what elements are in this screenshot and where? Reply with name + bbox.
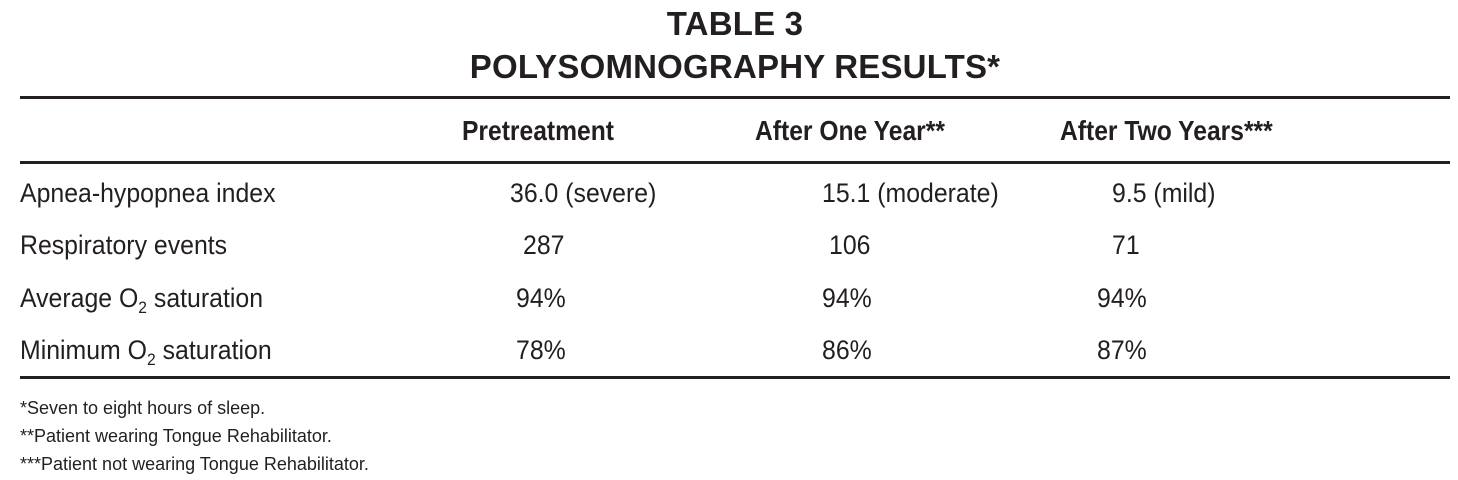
footnote-not-wearing-rehabilitator: ***Patient not wearing Tongue Rehabilita… — [20, 454, 369, 474]
cell-average-o2-after-two-years: 94% — [1097, 283, 1147, 313]
footnote-sleep-duration: *Seven to eight hours of sleep. — [20, 398, 266, 418]
table-subtitle: POLYSOMNOGRAPHY RESULTS* — [469, 48, 1001, 85]
cell-apnea-after-two-years: 9.5 (mild) — [1112, 178, 1216, 208]
cell-minimum-o2-pretreatment: 78% — [516, 335, 566, 365]
header-rule — [20, 161, 1450, 164]
row-label-apnea-hypopnea-index: Apnea-hypopnea index — [20, 178, 276, 208]
column-header-after-one-year: After One Year** — [755, 115, 945, 146]
row-label-average-o2-saturation: Average O2 saturation — [20, 283, 264, 317]
row-label-respiratory-events: Respiratory events — [20, 230, 228, 260]
column-header-after-two-years: After Two Years*** — [1060, 115, 1273, 146]
cell-average-o2-after-one-year: 94% — [822, 283, 872, 313]
cell-minimum-o2-after-two-years: 87% — [1097, 335, 1147, 365]
row-label-minimum-o2-saturation: Minimum O2 saturation — [20, 335, 272, 369]
cell-apnea-after-one-year: 15.1 (moderate) — [822, 178, 999, 208]
footnote-wearing-rehabilitator: **Patient wearing Tongue Rehabilitator. — [20, 426, 332, 446]
top-rule — [20, 96, 1450, 99]
cell-respiratory-after-one-year: 106 — [829, 230, 871, 260]
cell-apnea-pretreatment: 36.0 (severe) — [510, 178, 657, 208]
column-header-pretreatment: Pretreatment — [462, 115, 615, 146]
cell-respiratory-pretreatment: 287 — [523, 230, 565, 260]
cell-respiratory-after-two-years: 71 — [1112, 230, 1140, 260]
cell-average-o2-pretreatment: 94% — [516, 283, 566, 313]
table-title: TABLE 3 — [666, 5, 804, 42]
cell-minimum-o2-after-one-year: 86% — [822, 335, 872, 365]
bottom-rule — [20, 376, 1450, 379]
